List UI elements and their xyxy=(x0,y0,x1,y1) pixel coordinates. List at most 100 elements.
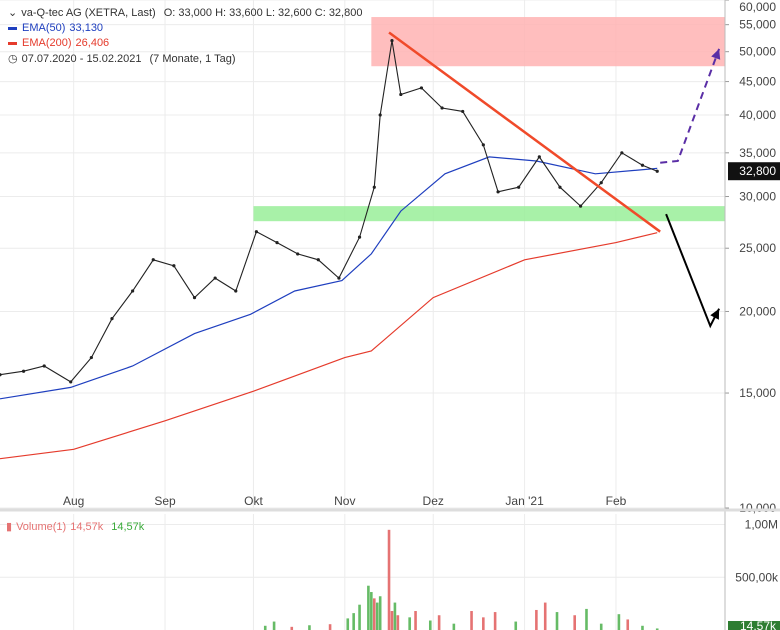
price-point xyxy=(578,204,583,208)
price-point xyxy=(151,258,155,262)
price-tick-label: 30,000 xyxy=(739,190,776,204)
price-point xyxy=(296,252,300,256)
volume-bar xyxy=(328,624,332,630)
clock-icon: ◷ xyxy=(8,53,18,65)
volume-bar xyxy=(437,615,441,630)
month-label: Dez xyxy=(423,494,444,508)
price-point xyxy=(419,86,424,90)
volume-bar xyxy=(555,612,559,630)
price-point xyxy=(496,190,500,194)
price-point xyxy=(234,289,238,293)
volume-bar xyxy=(390,611,394,630)
zones xyxy=(253,17,725,222)
instrument-title: va-Q-tec AG (XETRA, Last) xyxy=(21,7,156,19)
volume-bar xyxy=(585,608,588,630)
volume-legend: ▮ Volume(1) 14,57k 14,57k xyxy=(6,520,152,533)
volume-value-2: 14,57k xyxy=(111,521,145,533)
volume-bar xyxy=(370,592,373,630)
volume-bar xyxy=(482,617,485,630)
price-point xyxy=(337,276,341,280)
volume-bar xyxy=(352,613,355,630)
period-note: (7 Monate, 1 Tag) xyxy=(149,53,236,65)
price-point xyxy=(481,143,485,147)
volume-bar xyxy=(290,626,294,630)
ema50-label: EMA(50) xyxy=(22,22,66,34)
price-point xyxy=(275,240,279,245)
volume-bar xyxy=(617,614,621,630)
legend-period: ◷ 07.07.2020 - 15.02.2021 (7 Monate, 1 Tag… xyxy=(8,52,370,65)
support-zone xyxy=(253,206,725,222)
downtrend-line xyxy=(388,31,661,233)
price-point xyxy=(372,185,376,189)
price-point xyxy=(390,38,394,43)
price-point xyxy=(378,113,382,117)
volume-bar xyxy=(372,598,376,630)
ema200-swatch xyxy=(8,41,17,45)
volume-tick-label: 500,00k xyxy=(735,570,779,584)
price-point xyxy=(517,185,521,189)
bull-arrowhead xyxy=(711,48,721,60)
period-range: 07.07.2020 - 15.02.2021 xyxy=(21,53,142,65)
price-point xyxy=(440,106,444,110)
price-tick-label: 55,000 xyxy=(739,18,776,32)
collapse-chevron-icon[interactable]: ⌄ xyxy=(8,7,18,19)
ema50-line xyxy=(0,156,658,400)
volume-bar xyxy=(428,620,432,630)
legend-ema200: EMA(200) 26,406 xyxy=(8,37,370,49)
volume-bar xyxy=(599,623,603,630)
volume-bar xyxy=(358,604,361,630)
volume-bar xyxy=(543,602,547,630)
volume-panel: 1,00M 500,00k 14,57k xyxy=(263,518,780,630)
price-point xyxy=(357,235,362,239)
price-point xyxy=(110,317,114,321)
last-volume-tag xyxy=(728,621,780,630)
price-point xyxy=(599,181,603,185)
legend-ema50: EMA(50) 33,130 xyxy=(8,22,370,34)
ohlc-values: O: 33,000 H: 33,600 L: 32,600 C: 32,800 xyxy=(163,7,363,19)
last-volume-label: 14,57k xyxy=(740,619,777,630)
price-point xyxy=(399,92,403,97)
price-tick-label: 10,000 xyxy=(739,501,776,515)
volume-label: Volume(1) xyxy=(16,521,67,533)
price-point xyxy=(316,258,320,262)
price-point xyxy=(192,296,197,300)
volume-bar xyxy=(346,618,350,630)
month-label: Sep xyxy=(154,494,176,508)
ema50-value: 33,130 xyxy=(69,22,104,34)
price-tick-label: 25,000 xyxy=(739,241,776,255)
price-tick-label: 45,000 xyxy=(739,75,776,89)
volume-value-1: 14,57k xyxy=(70,521,104,533)
volume-bar xyxy=(367,585,370,630)
volume-bar xyxy=(573,615,576,630)
volume-bar xyxy=(514,621,518,630)
volume-bar xyxy=(308,625,311,630)
price-tick-label: 40,000 xyxy=(739,108,776,122)
price-point xyxy=(640,163,645,167)
series-lines xyxy=(0,38,659,460)
volume-bar xyxy=(263,625,267,630)
price-tick-label: 60,000 xyxy=(739,0,776,14)
price-point xyxy=(69,380,73,384)
volume-bar xyxy=(470,611,473,630)
month-label: Jan '21 xyxy=(505,494,544,508)
month-label: Aug xyxy=(63,494,84,508)
time-axis: Aug Sep Okt Nov Dez Jan '21 Feb xyxy=(63,494,627,508)
month-label: Nov xyxy=(334,494,355,508)
volume-bar xyxy=(408,617,411,630)
volume-bar xyxy=(387,529,391,630)
volume-tick-label: 1,00M xyxy=(745,518,778,532)
ema200-label: EMA(200) xyxy=(22,37,72,49)
volume-bar xyxy=(535,609,538,630)
price-point xyxy=(172,264,176,268)
ema200-line xyxy=(0,232,658,460)
price-point xyxy=(21,369,26,373)
volume-bars-icon: ▮ xyxy=(6,521,13,533)
price-point xyxy=(89,355,93,360)
price-tick-label: 15,000 xyxy=(739,386,776,400)
volume-bar xyxy=(378,596,382,630)
price-point xyxy=(131,289,135,293)
price-point xyxy=(655,169,659,173)
price-point xyxy=(213,276,217,280)
price-point xyxy=(254,230,259,234)
